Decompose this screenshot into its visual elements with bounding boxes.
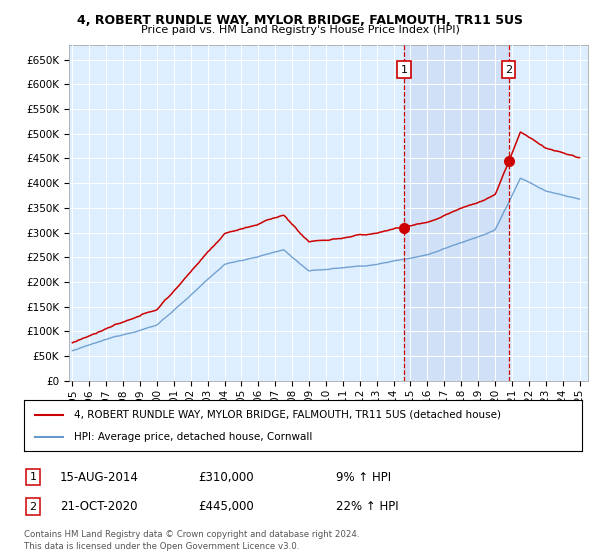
Text: Price paid vs. HM Land Registry's House Price Index (HPI): Price paid vs. HM Land Registry's House … bbox=[140, 25, 460, 35]
Text: £310,000: £310,000 bbox=[198, 470, 254, 484]
Text: 4, ROBERT RUNDLE WAY, MYLOR BRIDGE, FALMOUTH, TR11 5US: 4, ROBERT RUNDLE WAY, MYLOR BRIDGE, FALM… bbox=[77, 14, 523, 27]
Text: Contains HM Land Registry data © Crown copyright and database right 2024.: Contains HM Land Registry data © Crown c… bbox=[24, 530, 359, 539]
Text: 21-OCT-2020: 21-OCT-2020 bbox=[60, 500, 137, 514]
Text: 1: 1 bbox=[29, 472, 37, 482]
Text: 9% ↑ HPI: 9% ↑ HPI bbox=[336, 470, 391, 484]
Text: 2: 2 bbox=[29, 502, 37, 512]
Text: £445,000: £445,000 bbox=[198, 500, 254, 514]
Text: This data is licensed under the Open Government Licence v3.0.: This data is licensed under the Open Gov… bbox=[24, 542, 299, 551]
Text: 1: 1 bbox=[401, 64, 407, 74]
Text: HPI: Average price, detached house, Cornwall: HPI: Average price, detached house, Corn… bbox=[74, 432, 313, 442]
Text: 22% ↑ HPI: 22% ↑ HPI bbox=[336, 500, 398, 514]
Text: 2: 2 bbox=[505, 64, 512, 74]
Text: 15-AUG-2014: 15-AUG-2014 bbox=[60, 470, 139, 484]
Text: 4, ROBERT RUNDLE WAY, MYLOR BRIDGE, FALMOUTH, TR11 5US (detached house): 4, ROBERT RUNDLE WAY, MYLOR BRIDGE, FALM… bbox=[74, 409, 501, 419]
Bar bbox=[404, 45, 509, 381]
